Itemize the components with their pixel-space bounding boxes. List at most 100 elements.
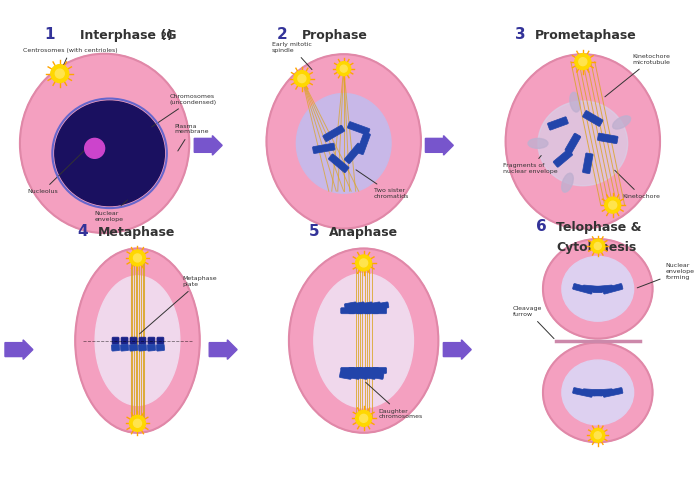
Text: 2: 2 xyxy=(276,27,287,42)
FancyBboxPatch shape xyxy=(372,368,386,373)
Circle shape xyxy=(55,69,64,78)
Ellipse shape xyxy=(543,342,652,442)
FancyBboxPatch shape xyxy=(603,388,623,397)
Ellipse shape xyxy=(505,54,660,228)
FancyBboxPatch shape xyxy=(323,125,344,142)
Circle shape xyxy=(605,197,621,213)
FancyBboxPatch shape xyxy=(582,153,593,173)
Circle shape xyxy=(356,255,372,271)
FancyBboxPatch shape xyxy=(148,337,155,344)
Circle shape xyxy=(134,419,141,427)
FancyBboxPatch shape xyxy=(368,302,381,310)
FancyArrow shape xyxy=(443,340,471,359)
FancyBboxPatch shape xyxy=(582,111,603,127)
FancyBboxPatch shape xyxy=(344,302,357,310)
Ellipse shape xyxy=(562,256,634,321)
Ellipse shape xyxy=(75,248,200,433)
FancyBboxPatch shape xyxy=(377,302,389,310)
FancyBboxPatch shape xyxy=(328,154,349,172)
Text: Prophase: Prophase xyxy=(302,29,368,42)
Text: 3: 3 xyxy=(515,27,526,42)
Circle shape xyxy=(130,250,146,266)
FancyBboxPatch shape xyxy=(312,143,335,154)
Text: Centrosomes (with centrioles): Centrosomes (with centrioles) xyxy=(23,48,118,71)
Text: Prometaphase: Prometaphase xyxy=(535,29,637,42)
Circle shape xyxy=(575,54,591,70)
Ellipse shape xyxy=(612,116,631,129)
Text: Interphase (G: Interphase (G xyxy=(80,29,176,42)
Text: Chromosomes
(uncondensed): Chromosomes (uncondensed) xyxy=(152,94,216,127)
Circle shape xyxy=(579,57,587,66)
FancyBboxPatch shape xyxy=(357,308,370,314)
FancyBboxPatch shape xyxy=(582,285,603,293)
FancyBboxPatch shape xyxy=(365,308,379,314)
Ellipse shape xyxy=(296,94,391,193)
FancyBboxPatch shape xyxy=(347,122,370,135)
FancyBboxPatch shape xyxy=(565,133,581,154)
FancyBboxPatch shape xyxy=(347,371,360,379)
FancyArrow shape xyxy=(426,136,454,155)
Text: Two sister
chromatids: Two sister chromatids xyxy=(356,170,409,199)
FancyBboxPatch shape xyxy=(352,302,365,310)
FancyBboxPatch shape xyxy=(130,344,138,351)
Text: 2: 2 xyxy=(160,32,167,41)
Ellipse shape xyxy=(528,139,548,148)
Ellipse shape xyxy=(20,54,189,233)
Text: 5: 5 xyxy=(309,224,319,239)
Circle shape xyxy=(85,139,104,158)
Ellipse shape xyxy=(267,54,421,228)
Text: Daughter
chromosomes: Daughter chromosomes xyxy=(365,383,423,419)
FancyBboxPatch shape xyxy=(344,143,363,164)
FancyBboxPatch shape xyxy=(357,132,370,155)
FancyBboxPatch shape xyxy=(341,368,355,373)
FancyBboxPatch shape xyxy=(139,344,146,351)
FancyBboxPatch shape xyxy=(593,389,612,396)
FancyBboxPatch shape xyxy=(349,368,363,373)
Circle shape xyxy=(591,239,605,253)
FancyBboxPatch shape xyxy=(340,371,352,379)
FancyBboxPatch shape xyxy=(547,117,568,130)
Circle shape xyxy=(51,65,69,83)
Text: Fragments of
nuclear envelope: Fragments of nuclear envelope xyxy=(503,156,558,174)
FancyBboxPatch shape xyxy=(363,371,376,379)
Circle shape xyxy=(337,62,351,76)
Text: 6: 6 xyxy=(536,219,547,234)
Circle shape xyxy=(340,65,347,72)
Text: Cytokinesis: Cytokinesis xyxy=(556,241,636,254)
Text: Metaphase: Metaphase xyxy=(97,226,175,239)
Circle shape xyxy=(130,415,146,431)
Ellipse shape xyxy=(289,248,438,433)
FancyBboxPatch shape xyxy=(582,389,603,396)
FancyBboxPatch shape xyxy=(130,337,137,344)
Text: Early mitotic
spindle: Early mitotic spindle xyxy=(272,42,312,70)
Circle shape xyxy=(360,259,368,267)
Text: ): ) xyxy=(167,29,173,42)
FancyBboxPatch shape xyxy=(372,308,386,314)
FancyBboxPatch shape xyxy=(139,337,146,344)
Ellipse shape xyxy=(538,101,628,185)
Ellipse shape xyxy=(562,360,634,425)
Text: 1: 1 xyxy=(45,27,55,42)
Circle shape xyxy=(594,242,601,250)
FancyBboxPatch shape xyxy=(553,149,573,167)
FancyBboxPatch shape xyxy=(597,133,618,143)
FancyBboxPatch shape xyxy=(349,308,363,314)
FancyBboxPatch shape xyxy=(156,344,164,351)
Ellipse shape xyxy=(561,173,573,192)
FancyBboxPatch shape xyxy=(593,285,612,293)
FancyArrow shape xyxy=(209,340,237,359)
FancyBboxPatch shape xyxy=(111,344,120,351)
Text: 4: 4 xyxy=(78,224,88,239)
Ellipse shape xyxy=(95,276,180,405)
Text: Nuclear
envelope
forming: Nuclear envelope forming xyxy=(637,263,694,288)
FancyArrow shape xyxy=(5,340,33,359)
FancyBboxPatch shape xyxy=(371,371,384,379)
FancyBboxPatch shape xyxy=(365,368,379,373)
FancyBboxPatch shape xyxy=(357,368,370,373)
Circle shape xyxy=(356,411,372,426)
Text: Kinetochore: Kinetochore xyxy=(615,170,661,199)
FancyBboxPatch shape xyxy=(341,308,355,314)
Ellipse shape xyxy=(55,101,164,206)
Text: Plasma
membrane: Plasma membrane xyxy=(174,124,209,151)
Text: Cleavage
furrow: Cleavage furrow xyxy=(513,306,554,339)
